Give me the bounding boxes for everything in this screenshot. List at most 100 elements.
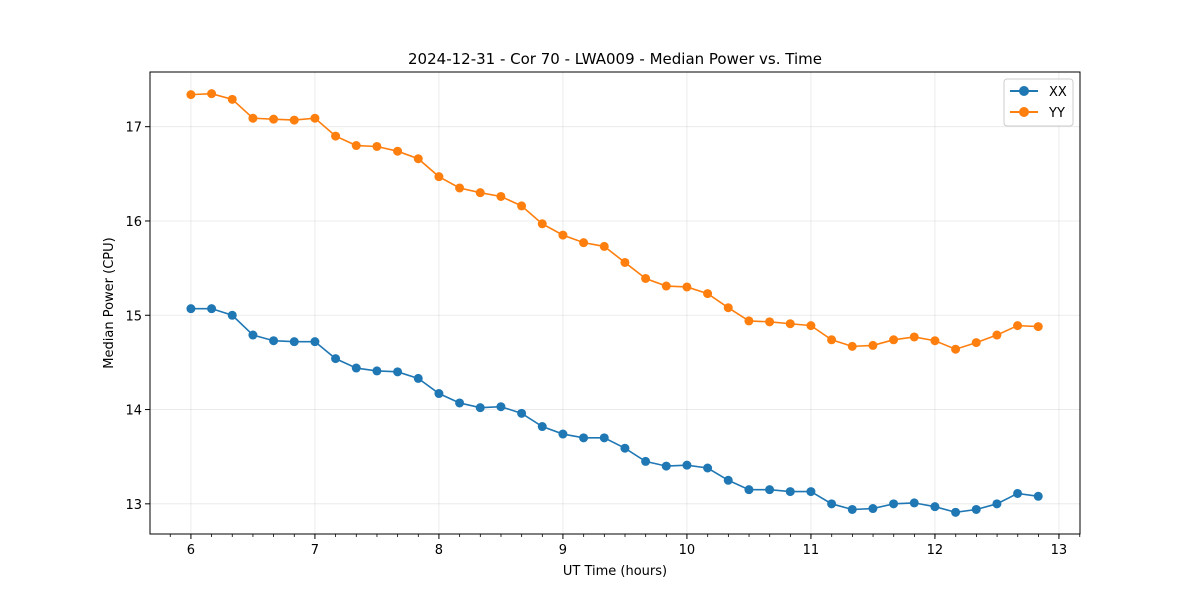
series-xx-point: [186, 304, 196, 314]
x-tick-label: 6: [187, 543, 195, 558]
series-yy-point: [703, 289, 713, 299]
series-yy-point: [455, 183, 465, 193]
series-xx-point: [992, 499, 1002, 509]
legend: XX YY: [1003, 78, 1074, 127]
series-xx-point: [682, 460, 692, 470]
series-xx-point: [641, 456, 651, 466]
series-xx-point: [289, 337, 299, 347]
series-xx-point: [496, 402, 506, 412]
series-xx-point: [537, 422, 547, 432]
series-yy-point: [930, 336, 940, 346]
series-yy-point: [475, 188, 485, 198]
series-yy-point: [682, 282, 692, 292]
series-xx-point: [579, 433, 589, 443]
x-tick-label: 13: [1051, 543, 1068, 558]
series-xx-point: [434, 389, 444, 399]
series-xx-point: [620, 443, 630, 453]
series-xx-point: [558, 429, 568, 439]
y-tick-label: 17: [125, 121, 142, 136]
series-yy-point: [351, 141, 361, 151]
series-xx-point: [723, 475, 733, 485]
series-yy-point: [951, 344, 961, 354]
series-yy-point: [558, 230, 568, 240]
series-yy-point: [992, 330, 1002, 340]
series-xx-point: [909, 498, 919, 508]
series-xx-point: [806, 487, 816, 497]
series-xx-point: [1033, 491, 1043, 501]
y-tick-label: 13: [125, 498, 142, 513]
series-xx-point: [517, 408, 527, 418]
series-yy-point: [186, 90, 196, 100]
x-tick-label: 9: [559, 543, 567, 558]
series-xx-point: [1013, 488, 1023, 498]
series-xx-point: [930, 502, 940, 512]
series-xx-point: [785, 487, 795, 497]
series-xx-point: [413, 373, 423, 383]
y-tick-label: 14: [125, 404, 142, 419]
chart-title: 2024-12-31 - Cor 70 - LWA009 - Median Po…: [408, 50, 822, 68]
series-xx-point: [827, 499, 837, 509]
series-xx-point: [269, 336, 279, 346]
series-yy-point: [599, 241, 609, 251]
x-tick-label: 11: [803, 543, 820, 558]
series-yy-point: [310, 113, 320, 123]
series-xx-point: [744, 485, 754, 495]
series-yy-point: [227, 94, 237, 104]
x-axis: 6 7 8 9 10 11 12 13: [169, 534, 1081, 558]
series-xx-point: [310, 337, 320, 347]
y-axis-label: Median Power (CPU): [102, 237, 117, 368]
series-yy-point: [661, 281, 671, 291]
series-yy-point: [1033, 322, 1043, 332]
series-yy-point: [641, 273, 651, 283]
legend-xx-marker: [1019, 86, 1029, 96]
series-yy-point: [971, 338, 981, 348]
series-xx-point: [207, 304, 217, 314]
series-yy-point: [331, 131, 341, 141]
series-yy-point: [909, 332, 919, 342]
y-tick-label: 15: [125, 309, 142, 324]
series-xx-point: [331, 354, 341, 364]
legend-xx-label: XX: [1049, 85, 1067, 100]
series-xx-point: [599, 433, 609, 443]
x-tick-label: 7: [311, 543, 319, 558]
grid: [150, 72, 1080, 534]
legend-yy-marker: [1019, 107, 1029, 117]
series-yy-point: [765, 317, 775, 327]
series-yy-point: [785, 319, 795, 329]
x-axis-label: UT Time (hours): [563, 564, 667, 579]
series-xx-point: [971, 504, 981, 514]
series-group: [186, 89, 1043, 517]
x-tick-label: 10: [679, 543, 696, 558]
series-yy-point: [579, 238, 589, 248]
series-xx-point: [951, 507, 961, 517]
series-yy-point: [868, 340, 878, 350]
series-yy-point: [372, 141, 382, 151]
series-xx-point: [248, 330, 258, 340]
plot-frame: [149, 71, 1081, 535]
legend-yy-label: YY: [1048, 106, 1065, 121]
series-xx-point: [847, 504, 857, 514]
series-yy-point: [393, 146, 403, 156]
series-yy-point: [723, 303, 733, 313]
series-yy-point: [248, 113, 258, 123]
y-axis: 13 14 15 16 17: [125, 121, 150, 513]
series-xx-point: [455, 398, 465, 408]
series-xx-point: [351, 363, 361, 373]
series-yy-point: [889, 335, 899, 345]
series-yy-point: [413, 154, 423, 164]
series-yy-point: [537, 219, 547, 229]
series-xx-point: [372, 366, 382, 376]
series-xx-point: [889, 499, 899, 509]
x-tick-label: 8: [435, 543, 443, 558]
series-xx-point: [661, 461, 671, 471]
series-yy-point: [289, 115, 299, 125]
series-yy-point: [434, 172, 444, 182]
series-yy-point: [806, 321, 816, 331]
series-yy-point: [827, 335, 837, 345]
series-xx-point: [703, 463, 713, 473]
series-yy-point: [847, 341, 857, 351]
series-xx-point: [765, 485, 775, 495]
series-yy-point: [269, 114, 279, 124]
series-xx-point: [393, 367, 403, 377]
